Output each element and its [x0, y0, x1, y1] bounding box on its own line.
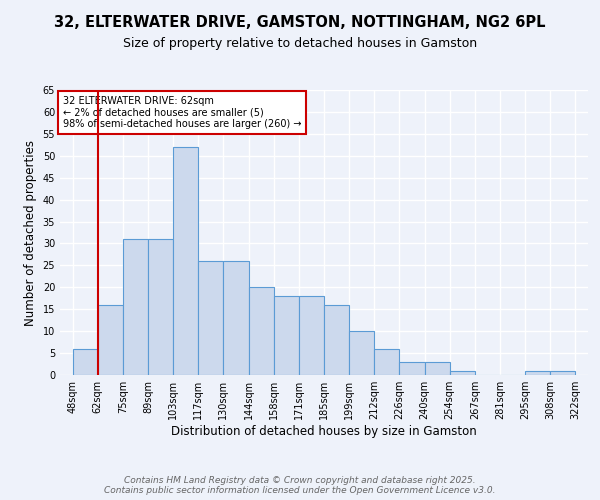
Text: 32, ELTERWATER DRIVE, GAMSTON, NOTTINGHAM, NG2 6PL: 32, ELTERWATER DRIVE, GAMSTON, NOTTINGHA… — [54, 15, 546, 30]
Bar — [198, 261, 223, 375]
Bar — [123, 239, 148, 375]
Bar — [525, 370, 550, 375]
Bar — [274, 296, 299, 375]
Bar — [248, 288, 274, 375]
Y-axis label: Number of detached properties: Number of detached properties — [24, 140, 37, 326]
Bar — [173, 147, 198, 375]
Bar — [98, 305, 123, 375]
Bar — [425, 362, 450, 375]
Text: 32 ELTERWATER DRIVE: 62sqm
← 2% of detached houses are smaller (5)
98% of semi-d: 32 ELTERWATER DRIVE: 62sqm ← 2% of detac… — [62, 96, 301, 129]
Bar — [299, 296, 324, 375]
X-axis label: Distribution of detached houses by size in Gamston: Distribution of detached houses by size … — [171, 425, 477, 438]
Bar — [450, 370, 475, 375]
Bar — [550, 370, 575, 375]
Bar — [400, 362, 425, 375]
Bar — [349, 331, 374, 375]
Bar — [324, 305, 349, 375]
Bar — [148, 239, 173, 375]
Text: Contains HM Land Registry data © Crown copyright and database right 2025.
Contai: Contains HM Land Registry data © Crown c… — [104, 476, 496, 495]
Bar — [374, 348, 400, 375]
Bar — [73, 348, 98, 375]
Bar — [223, 261, 248, 375]
Text: Size of property relative to detached houses in Gamston: Size of property relative to detached ho… — [123, 38, 477, 51]
